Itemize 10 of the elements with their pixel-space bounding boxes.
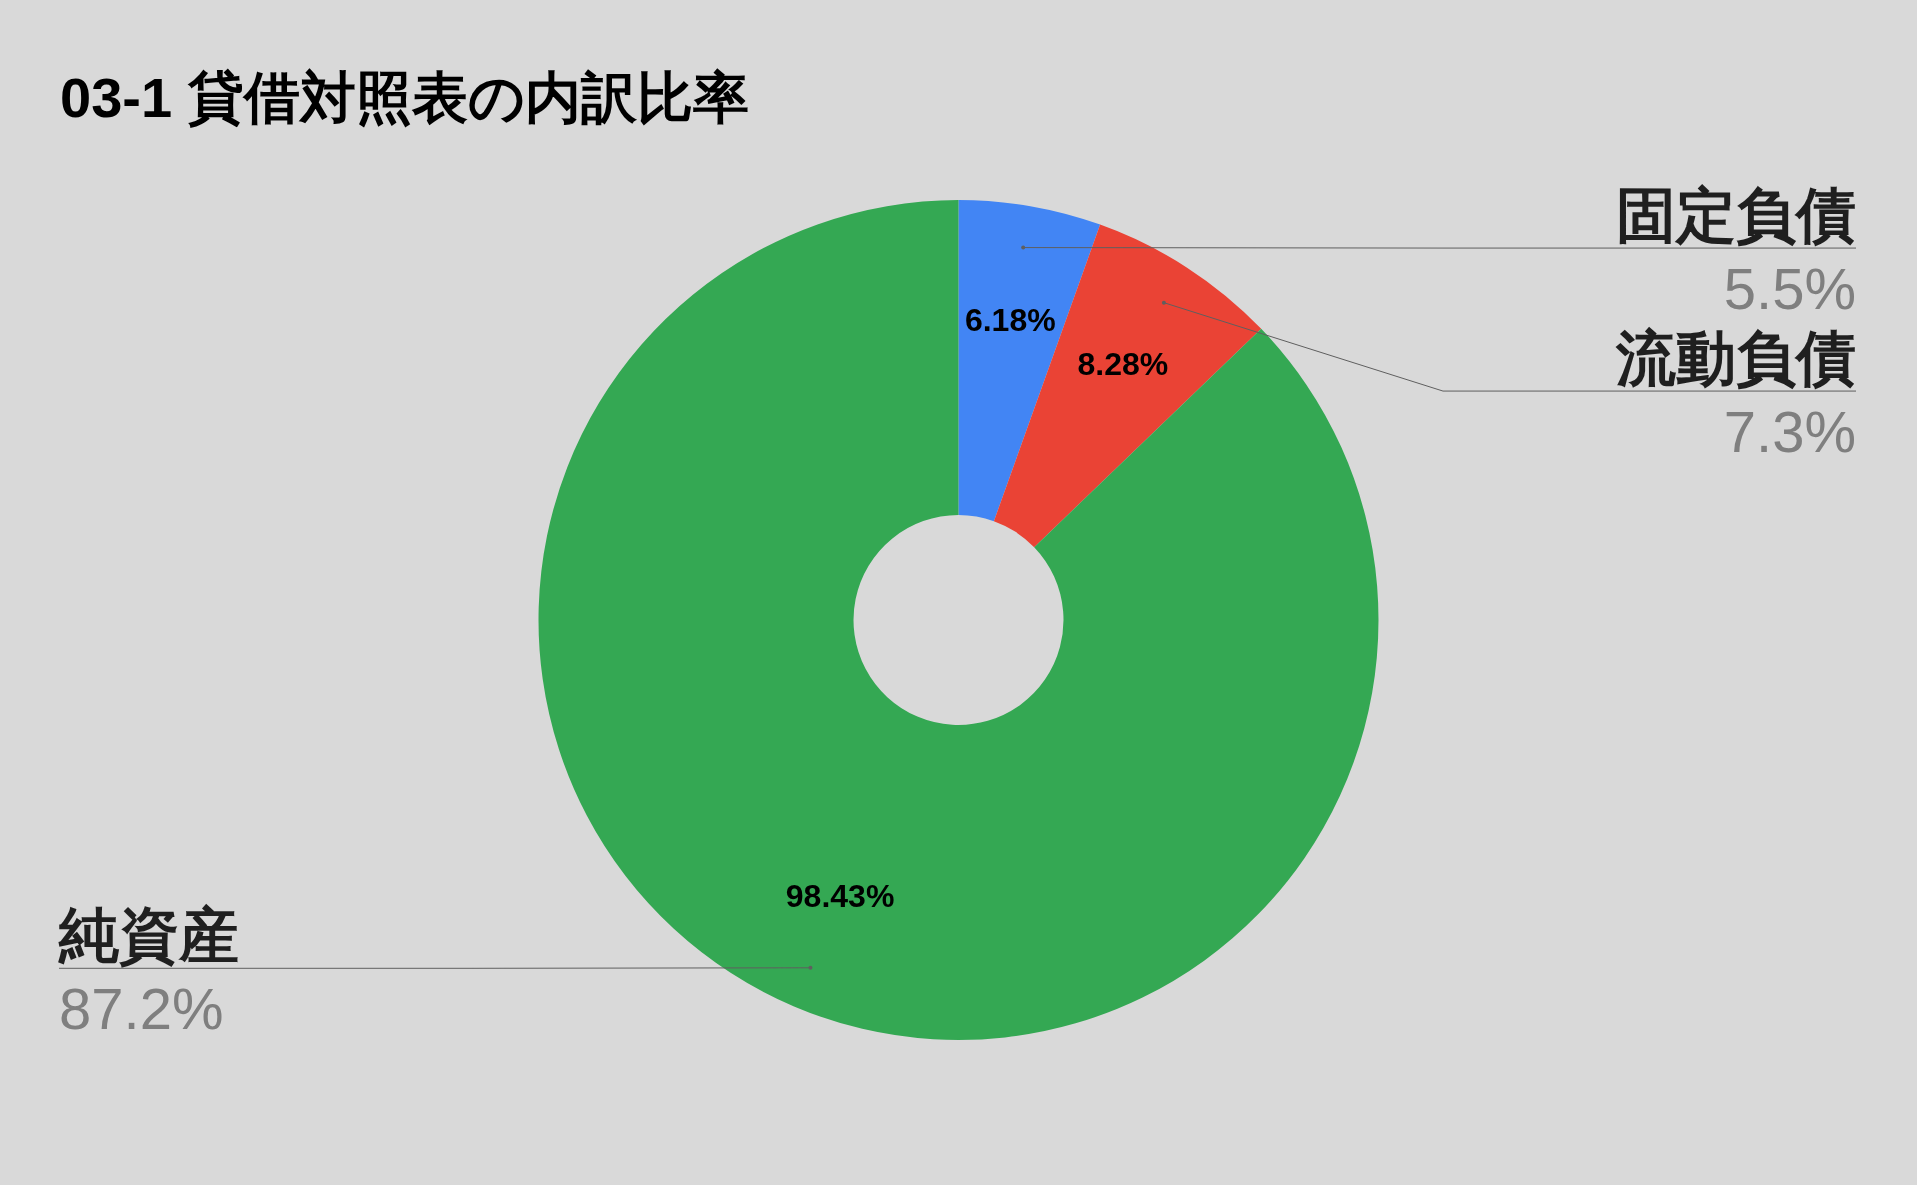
data-label: 98.43% xyxy=(785,878,895,915)
slice-label: 固定負債 xyxy=(1616,181,1856,249)
text: 87.2% xyxy=(59,975,224,1041)
slice-label: 純資産 xyxy=(58,901,239,969)
text: 7.3% xyxy=(1723,398,1856,464)
data-label: 8.28% xyxy=(1077,345,1169,382)
text: 5.5% xyxy=(1723,255,1856,321)
data-label: 6.18% xyxy=(964,301,1056,338)
slice-label: 流動負債 xyxy=(1615,324,1856,392)
chart-title: 03-1 貸借対照表の内訳比率 xyxy=(60,66,749,129)
